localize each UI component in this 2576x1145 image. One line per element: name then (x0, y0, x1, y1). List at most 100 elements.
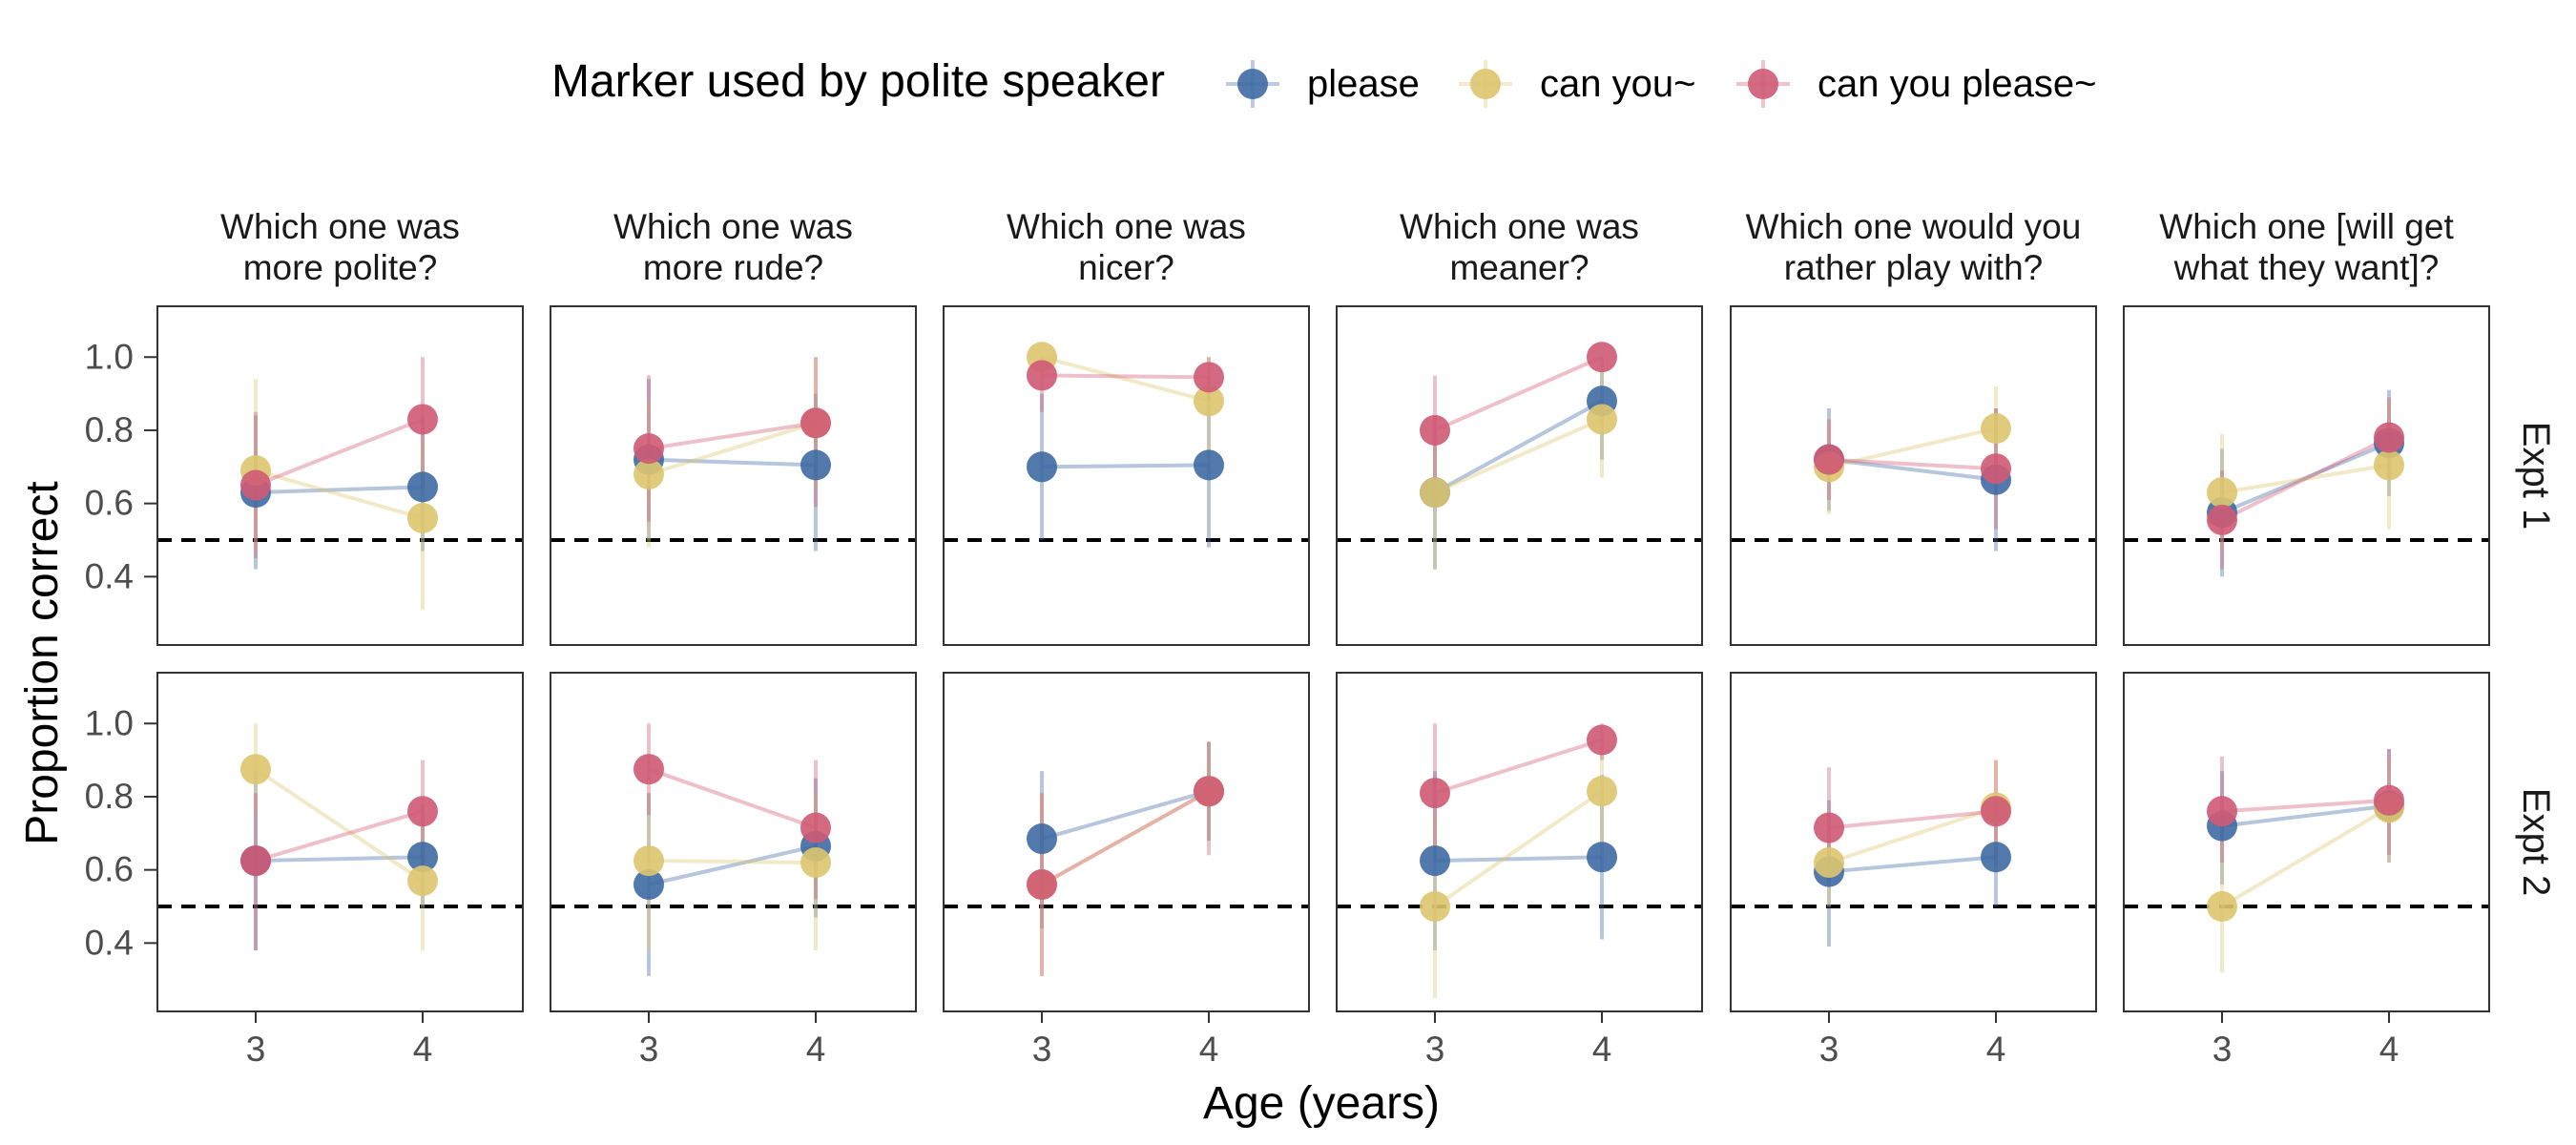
series-line (1434, 855, 1603, 864)
series-line (255, 485, 424, 495)
data-point (407, 471, 438, 503)
x-axis-title: Age (years) (1203, 1078, 1440, 1129)
panel-border (550, 672, 917, 1012)
data-point (1981, 796, 2011, 827)
facet-panel (1336, 672, 1703, 1012)
series-line (1828, 427, 1997, 469)
data-point (2374, 784, 2404, 816)
data-point (800, 812, 831, 843)
panel-border (550, 305, 917, 646)
data-point (1587, 404, 1617, 435)
row-strip-label: Expt 1 (2515, 422, 2557, 530)
facet-panel (1730, 305, 2097, 646)
legend-title: Marker used by polite speaker (551, 56, 1165, 107)
series-line (254, 767, 425, 883)
data-point (2374, 449, 2404, 481)
series-line (648, 843, 817, 886)
series-line (255, 855, 424, 864)
series-line (2221, 798, 2390, 814)
panel-border (1336, 672, 1703, 1012)
facet-panel (156, 305, 524, 646)
facet-title: meaner? (1449, 248, 1589, 287)
x-tick-label: 4 (2379, 1030, 2399, 1069)
y-tick-label: 0.4 (85, 923, 134, 962)
legend-entry: please (1226, 60, 1420, 108)
legend: Marker used by polite speaker please can … (551, 56, 2096, 108)
x-tick-label: 4 (1986, 1030, 2006, 1069)
data-point (1420, 845, 1450, 877)
data-point (1981, 413, 2011, 445)
series-line (2220, 805, 2391, 908)
facet-title: nicer? (1078, 248, 1174, 287)
series-line (1434, 399, 1603, 494)
panel-border (943, 305, 1310, 646)
facet-panel (2123, 672, 2490, 1012)
series-line (1433, 789, 1604, 908)
panel-border (2123, 672, 2490, 1012)
facet-title: more polite? (243, 248, 438, 287)
series-line (2221, 803, 2390, 828)
data-point (2207, 891, 2237, 922)
facet-title: Which one was (613, 207, 853, 246)
facet-panel (2123, 305, 2490, 646)
x-tick-label: 3 (1425, 1030, 1445, 1069)
data-point (2374, 422, 2404, 453)
y-tick-label: 0.6 (85, 850, 134, 889)
facet-panel (943, 305, 1310, 646)
series-line (1434, 355, 1603, 432)
x-tick-label: 4 (806, 1030, 826, 1069)
x-tick-label: 3 (1819, 1030, 1839, 1069)
x-tick-label: 3 (639, 1030, 659, 1069)
facet-title: rather play with? (1784, 248, 2043, 287)
data-point (407, 404, 438, 435)
data-point (1420, 477, 1450, 509)
facet-title: Which one was (220, 207, 460, 246)
series-line (1828, 457, 1997, 471)
y-axis-title: Proportion correct (17, 481, 68, 845)
panel-border (943, 672, 1310, 1012)
data-point (1587, 842, 1617, 873)
series-line (1434, 417, 1603, 494)
facet-panel (1336, 305, 1703, 646)
axes: Age (years) Proportion correct (17, 481, 1440, 1129)
x-tick-label: 3 (2212, 1030, 2233, 1069)
data-point (1027, 868, 1057, 900)
panel-border (1336, 305, 1703, 646)
facet-title: Which one would you (1746, 207, 2082, 246)
data-point (634, 754, 664, 785)
data-point (1814, 444, 1844, 475)
x-tick-label: 3 (246, 1030, 266, 1069)
series-line (648, 859, 817, 864)
data-point (240, 754, 271, 785)
facet-panel (943, 672, 1310, 1012)
series-line (648, 421, 817, 476)
panel-border (1730, 672, 2097, 1012)
legend-label: can you please~ (1818, 63, 2096, 105)
data-point (1420, 414, 1450, 446)
facet-title: what they want]? (2173, 248, 2440, 287)
facet-title: more rude? (643, 248, 823, 287)
data-point (1814, 846, 1844, 878)
series-line (1041, 373, 1210, 380)
y-tick-label: 0.8 (85, 777, 134, 816)
data-point (1194, 362, 1224, 393)
data-point (407, 865, 438, 897)
data-point (2207, 504, 2237, 535)
data-point (1814, 812, 1844, 843)
legend-label: can you~ (1540, 63, 1695, 105)
series-line (1828, 809, 1997, 830)
data-point (1420, 891, 1450, 922)
data-point (2207, 796, 2237, 827)
data-point (1420, 778, 1450, 809)
series-line (1041, 355, 1210, 404)
series-line (1041, 789, 1210, 886)
data-point (634, 868, 664, 900)
data-point (634, 433, 664, 465)
data-point (1194, 449, 1224, 481)
x-tick-label: 3 (1032, 1030, 1052, 1069)
series-line (2221, 463, 2390, 495)
data-point (407, 502, 438, 533)
facet-title: Which one was (1400, 207, 1639, 246)
